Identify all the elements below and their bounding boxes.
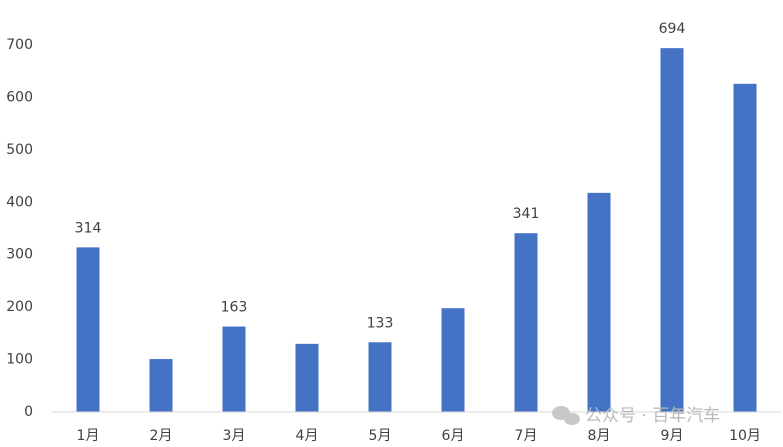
y-tick-label: 200 [6, 299, 33, 315]
bar [514, 233, 538, 412]
y-tick-label: 400 [6, 194, 33, 210]
y-tick-label: 100 [6, 352, 33, 368]
x-tick-label: 7月 [515, 428, 538, 444]
value-label: 341 [513, 206, 540, 222]
x-tick-label: 4月 [296, 428, 319, 444]
x-tick-label: 5月 [369, 428, 392, 444]
y-tick-label: 500 [6, 142, 33, 158]
x-tick-label: 10月 [729, 428, 761, 444]
x-tick-label: 9月 [661, 428, 684, 444]
watermark-icon [552, 406, 580, 425]
bar [295, 343, 319, 412]
bar [733, 83, 757, 412]
bar [222, 326, 246, 412]
value-label: 314 [75, 220, 102, 236]
y-tick-label: 700 [6, 37, 33, 53]
bar [368, 342, 392, 412]
bar [76, 247, 100, 412]
bar [660, 48, 684, 412]
bar [441, 308, 465, 412]
y-tick-label: 300 [6, 247, 33, 263]
y-tick-label: 600 [6, 89, 33, 105]
x-tick-label: 6月 [442, 428, 465, 444]
x-tick-label: 8月 [588, 428, 611, 444]
value-label: 163 [221, 300, 248, 316]
bar [149, 359, 173, 412]
bar [587, 192, 611, 412]
x-tick-label: 2月 [150, 428, 173, 444]
x-tick-label: 1月 [77, 428, 100, 444]
watermark: 公众号 · 百年汽车 [585, 406, 720, 426]
value-label: 694 [659, 21, 686, 37]
y-tick-label: 0 [24, 404, 33, 420]
value-label: 133 [367, 315, 394, 331]
x-tick-label: 3月 [223, 428, 246, 444]
